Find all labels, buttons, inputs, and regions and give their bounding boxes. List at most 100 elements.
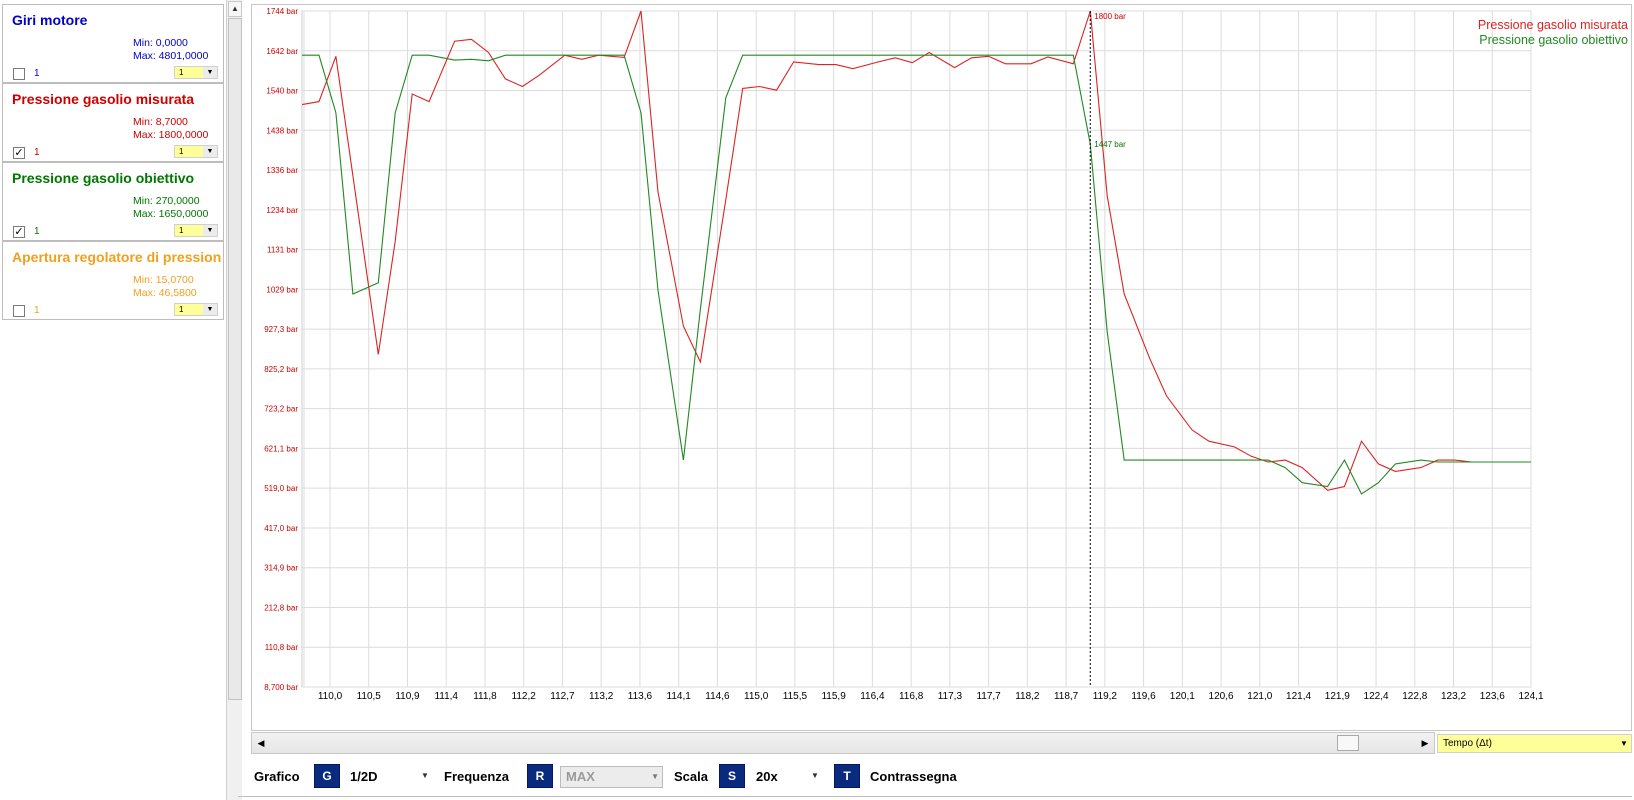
x-tick-label: 117,7	[976, 691, 1001, 702]
x-tick-label: 110,0	[318, 691, 343, 702]
x-axis-mode-select[interactable]: Tempo (Δt) ▼	[1437, 734, 1632, 753]
x-tick-label: 113,2	[589, 691, 614, 702]
scrollbar-thumb[interactable]	[228, 18, 242, 700]
chevron-down-icon[interactable]: ▼	[203, 146, 217, 157]
channel-pressione-obiettivo[interactable]: Pressione gasolio obiettivo Min: 270,000…	[2, 162, 224, 241]
chevron-down-icon[interactable]: ▼	[651, 772, 659, 781]
scala-label: Scala	[674, 769, 708, 784]
pressure-chart[interactable]: 1744 bar 1642 bar 1540 bar 1438 bar 1336 bar…	[252, 5, 1633, 732]
grafico-label: Grafico	[254, 769, 300, 784]
x-tick-label: 119,2	[1093, 691, 1118, 702]
channel-min: Min: 15,0700	[133, 274, 194, 286]
channel-scale-value: 1	[179, 226, 184, 235]
x-tick-label: 110,9	[395, 691, 420, 702]
channel-name: Giri motore	[12, 12, 88, 28]
channel-pressione-misurata[interactable]: Pressione gasolio misurata Min: 8,7000 M…	[2, 83, 224, 162]
x-tick-label: 122,4	[1364, 691, 1389, 702]
x-tick-label: 123,2	[1441, 691, 1466, 702]
x-axis-mode-value: Tempo (Δt)	[1443, 738, 1492, 749]
chevron-down-icon[interactable]: ▼	[421, 771, 429, 780]
x-tick-label: 111,4	[434, 691, 458, 702]
channel-list-scrollbar[interactable]: ▲	[226, 0, 242, 800]
scala-value[interactable]: 20x	[756, 769, 778, 784]
y-tick-label: 212,8 bar	[264, 603, 298, 612]
chevron-down-icon[interactable]: ▼	[1620, 739, 1628, 748]
channel-scale-value: 1	[179, 68, 184, 77]
y-tick-label: 1642 bar	[266, 47, 298, 56]
channel-panel: Giri motore Min: 0,0000 Max: 4801,0000 1…	[0, 0, 226, 800]
scroll-right-icon[interactable]: ▶	[1421, 738, 1429, 748]
channel-giri-motore[interactable]: Giri motore Min: 0,0000 Max: 4801,0000 1…	[2, 4, 224, 83]
channel-name: Pressione gasolio misurata	[12, 91, 195, 107]
y-tick-label: 519,0 bar	[264, 484, 298, 493]
cursor-value-label: 1447 bar	[1094, 140, 1126, 149]
series-line	[301, 10, 1531, 491]
x-tick-label: 116,8	[899, 691, 924, 702]
channel-checkbox[interactable]: ✓	[13, 147, 25, 159]
legend-entry: Pressione gasolio misurata	[1478, 18, 1628, 32]
channel-max: Max: 46,5800	[133, 287, 197, 299]
channel-scale-select[interactable]: 1 ▼	[174, 66, 218, 79]
channel-min: Min: 8,7000	[133, 116, 188, 128]
frequenza-key-button[interactable]: R	[527, 764, 553, 788]
x-tick-label: 112,2	[512, 691, 537, 702]
y-tick-label: 110,8 bar	[265, 643, 299, 652]
channel-checkbox[interactable]	[13, 305, 25, 317]
channel-checkbox[interactable]: ✓	[13, 226, 25, 238]
series-line	[302, 54, 1531, 495]
y-tick-label: 1029 bar	[266, 285, 298, 294]
chevron-down-icon[interactable]: ▼	[203, 67, 217, 78]
channel-max: Max: 1800,0000	[133, 129, 209, 141]
y-tick-label: 927,3 bar	[264, 325, 298, 334]
y-tick-label: 1540 bar	[266, 87, 298, 96]
y-tick-label: 417,0 bar	[264, 524, 298, 533]
y-tick-label: 1234 bar	[266, 206, 298, 215]
scrollbar-thumb[interactable]	[1337, 735, 1359, 751]
channel-number: 1	[34, 68, 40, 79]
chevron-down-icon[interactable]: ▼	[811, 771, 819, 780]
y-tick-label: 1744 bar	[266, 7, 298, 16]
chevron-down-icon[interactable]: ▼	[203, 225, 217, 236]
channel-number: 1	[34, 305, 40, 316]
x-tick-label: 124,1	[1518, 691, 1543, 702]
y-tick-label: 314,9 bar	[264, 564, 298, 573]
x-tick-label: 118,7	[1054, 691, 1079, 702]
y-tick-label: 723,2 bar	[264, 405, 298, 414]
contrassegna-label[interactable]: Contrassegna	[870, 769, 957, 784]
channel-scale-value: 1	[179, 305, 184, 314]
scroll-left-icon[interactable]: ◀	[257, 738, 265, 748]
contrassegna-key-button[interactable]: T	[834, 764, 860, 788]
chevron-down-icon[interactable]: ▼	[203, 304, 217, 315]
channel-apertura-regolatore[interactable]: Apertura regolatore di pressione Min: 15…	[2, 241, 224, 320]
channel-number: 1	[34, 147, 40, 158]
frequenza-select[interactable]: MAX ▼	[560, 766, 663, 788]
time-scrollbar[interactable]: ◀ ▶	[251, 732, 1435, 754]
x-tick-label: 120,1	[1170, 691, 1195, 702]
x-tick-label: 121,4	[1286, 691, 1311, 702]
x-tick-label: 114,6	[705, 691, 730, 702]
scroll-up-icon[interactable]: ▲	[228, 1, 242, 17]
x-tick-label: 119,6	[1131, 691, 1156, 702]
channel-min: Min: 0,0000	[133, 37, 188, 49]
channel-min: Min: 270,0000	[133, 195, 200, 207]
x-tick-label: 123,6	[1480, 691, 1505, 702]
x-tick-label: 121,0	[1247, 691, 1272, 702]
x-tick-label: 112,7	[550, 691, 575, 702]
y-tick-label: 621,1 bar	[264, 444, 298, 453]
x-tick-label: 116,4	[860, 691, 885, 702]
y-tick-label: 1131 bar	[267, 246, 298, 255]
plot-area	[301, 10, 1532, 688]
y-tick-label: 825,2 bar	[264, 365, 298, 374]
channel-scale-select[interactable]: 1 ▼	[174, 224, 218, 237]
channel-checkbox[interactable]	[13, 68, 25, 80]
cursor-value-label: 1800 bar	[1094, 12, 1126, 21]
grafico-value[interactable]: 1/2D	[350, 769, 378, 784]
chart-area[interactable]: 1744 bar 1642 bar 1540 bar 1438 bar 1336 bar…	[251, 4, 1632, 731]
x-tick-label: 120,6	[1209, 691, 1234, 702]
channel-scale-select[interactable]: 1 ▼	[174, 303, 218, 316]
grafico-key-button[interactable]: G	[314, 764, 340, 788]
channel-scale-select[interactable]: 1 ▼	[174, 145, 218, 158]
channel-scale-value: 1	[179, 147, 184, 156]
scala-key-button[interactable]: S	[719, 764, 745, 788]
